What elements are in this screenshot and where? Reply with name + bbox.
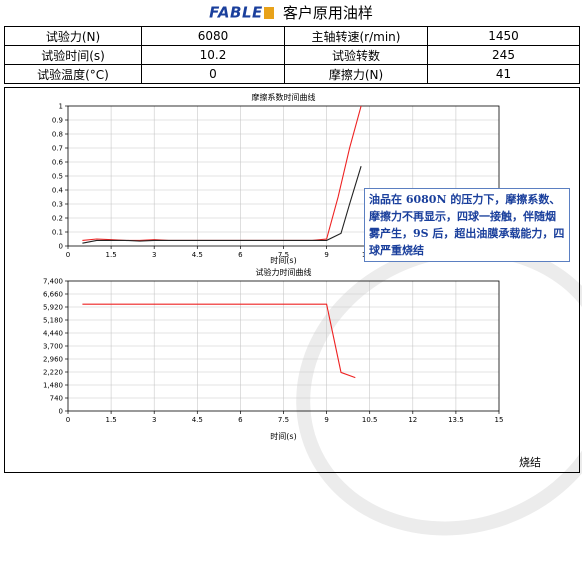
x-tick-label: 1.5 [106,416,117,424]
x-tick-label: 12 [408,416,417,424]
brand-logo: FABLE [209,3,263,22]
param-value: 41 [427,64,580,84]
param-label: 试验温度(°C) [4,64,142,84]
x-tick-label: 7.5 [278,251,289,259]
y-tick-label: 1 [59,103,63,111]
x-tick-label: 9 [324,416,328,424]
param-label: 试验转数 [284,45,428,65]
y-tick-label: 740 [50,395,63,403]
y-tick-label: 3,700 [43,343,63,351]
param-value: 245 [427,45,580,65]
x-tick-label: 15 [495,416,504,424]
x-tick-label: 13.5 [448,416,464,424]
x-tick-label: 4.5 [192,251,203,259]
param-value: 0 [141,64,285,84]
charts-canvas: 摩擦系数时间曲线01.534.567.5910.51213.51500.10.2… [43,92,504,441]
plot-frame [67,105,500,247]
failure-annotation: 油品在 6080N 的压力下，摩擦系数、摩擦力不再显示，四球一接触，伴随烟雾产生… [364,188,570,262]
param-value: 6080 [141,26,285,46]
x-tick-label: 3 [152,416,156,424]
y-tick-label: 6,660 [43,291,63,299]
chart-title: 摩擦系数时间曲线 [252,92,316,102]
logo-mark-icon [263,6,274,19]
table-row: 试验时间(s) 10.2 试验转数 245 [4,45,580,65]
x-tick-label: 4.5 [192,416,203,424]
param-label: 试验时间(s) [4,45,142,65]
table-row: 试验力(N) 6080 主轴转速(r/min) 1450 [4,26,580,46]
y-tick-label: 0.7 [52,145,63,153]
y-tick-label: 1,480 [43,382,63,390]
y-tick-label: 0.2 [52,215,63,223]
y-tick-label: 0.1 [52,229,63,237]
signature-text: 烧结 [519,456,541,469]
y-tick-label: 0 [59,243,63,251]
param-label: 摩擦力(N) [284,64,428,84]
x-tick-label: 9 [324,251,328,259]
page-title: 客户原用油样 [282,4,373,22]
x-tick-label: 1.5 [106,251,117,259]
x-axis-label: 时间(s) [270,431,296,441]
x-axis-label: 时间(s) [270,255,296,265]
param-label: 试验力(N) [4,26,142,46]
chart-title: 试验力时间曲线 [256,267,312,277]
y-tick-label: 0.9 [52,117,63,125]
x-tick-label: 6 [238,251,243,259]
series-line-red [82,303,356,379]
y-tick-label: 0.5 [52,173,63,181]
charts-panel: 摩擦系数时间曲线01.534.567.5910.51213.51500.10.2… [4,87,580,473]
param-value: 10.2 [141,45,285,65]
y-tick-label: 5,920 [43,304,63,312]
y-tick-label: 0 [59,408,63,416]
param-label: 主轴转速(r/min) [284,26,428,46]
plot-frame [67,280,500,412]
x-tick-label: 0 [66,416,70,424]
y-tick-label: 0.3 [52,201,63,209]
x-tick-label: 0 [66,251,70,259]
y-tick-label: 7,400 [43,278,63,286]
y-tick-label: 2,960 [43,356,63,364]
y-tick-label: 5,180 [43,317,63,325]
test-parameters-table: 试验力(N) 6080 主轴转速(r/min) 1450 试验时间(s) 10.… [4,26,580,84]
y-tick-label: 4,440 [43,330,63,338]
x-tick-label: 7.5 [278,416,289,424]
y-tick-label: 0.4 [52,187,64,195]
x-tick-label: 10.5 [362,416,378,424]
report-header: FABLE 客户原用油样 [0,2,582,24]
table-row: 试验温度(°C) 0 摩擦力(N) 41 [4,64,580,84]
x-tick-label: 3 [152,251,156,259]
param-value: 1450 [427,26,580,46]
y-tick-label: 0.8 [52,131,63,139]
x-tick-label: 6 [238,416,243,424]
series-line-black [82,166,362,244]
y-tick-label: 0.6 [52,159,64,167]
series-line-red [82,105,362,241]
y-tick-label: 2,220 [43,369,63,377]
